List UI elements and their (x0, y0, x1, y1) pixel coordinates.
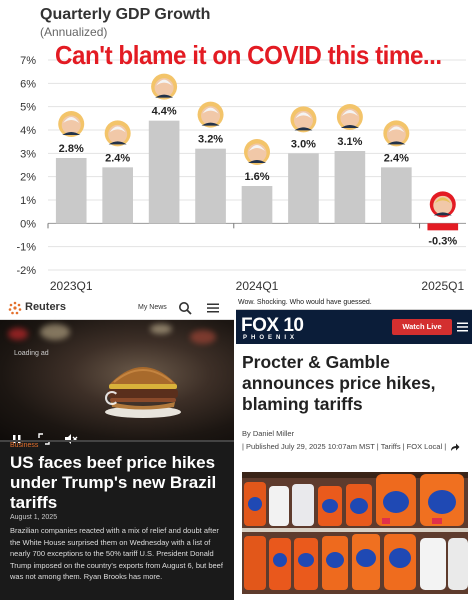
fox10-header: FOX 10 PHOENIX Watch Live (236, 310, 472, 344)
data-label: 4.4% (152, 106, 177, 118)
y-tick-label: -1% (16, 242, 36, 254)
trump-face-icon (429, 191, 456, 218)
tide-bottles-image (242, 472, 468, 594)
x-tick-label: 2025Q1 (421, 279, 464, 293)
biden-face-icon (290, 106, 317, 133)
bar (55, 158, 87, 224)
biden-face-icon (197, 101, 224, 128)
loading-ad-text: Loading ad (14, 350, 49, 357)
biden-face-icon (244, 139, 270, 165)
data-label: 1.6% (244, 171, 269, 183)
biden-face-icon (104, 120, 131, 147)
reuters-article-panel: Reuters My News Loading ad (0, 296, 234, 600)
y-tick-label: -2% (16, 265, 36, 277)
reuters-logo-text[interactable]: Reuters (25, 301, 66, 313)
bar (195, 148, 226, 224)
chart-subtitle: (Annualized) (40, 25, 108, 39)
video-player[interactable]: Loading ad (0, 320, 234, 445)
y-tick-label: 1% (20, 195, 36, 207)
data-label: 3.0% (291, 138, 316, 150)
y-tick-label: 3% (20, 148, 36, 160)
y-tick-label: 7% (20, 55, 36, 67)
y-tick-label: 4% (20, 125, 36, 137)
data-label: 3.2% (198, 134, 223, 146)
x-tick-label: 2023Q1 (50, 279, 93, 293)
bar (102, 167, 133, 224)
bar (148, 120, 180, 224)
bokeh-light (8, 328, 28, 340)
bokeh-light (150, 324, 172, 334)
data-label: 2.4% (384, 152, 409, 164)
chart-title: Quarterly GDP Growth (40, 6, 211, 23)
article-headline[interactable]: Procter & Gamble announces price hikes, … (242, 352, 436, 414)
article-date: August 1, 2025 (10, 514, 58, 521)
x-tick-label: 2024Q1 (236, 279, 279, 293)
mute-icon[interactable] (64, 433, 78, 445)
bokeh-light (190, 330, 216, 344)
bar (427, 223, 459, 231)
biden-face-icon (58, 111, 85, 137)
article-published-info: | Published July 29, 2025 10:07am MST | … (242, 441, 468, 453)
y-tick-label: 5% (20, 102, 36, 114)
fullscreen-icon[interactable] (38, 433, 50, 445)
y-tick-label: 2% (20, 172, 36, 184)
hamburger-menu-icon[interactable] (207, 302, 219, 314)
data-label: 2.4% (105, 152, 130, 164)
hamburger-menu-icon[interactable] (457, 322, 468, 332)
data-label: 3.1% (337, 136, 362, 148)
y-tick-label: 0% (20, 218, 36, 230)
data-label: 2.8% (59, 143, 84, 155)
reuters-header: Reuters My News (0, 296, 234, 320)
reuters-logo-icon (8, 301, 22, 315)
bar (381, 167, 412, 224)
article-category[interactable]: Business (10, 442, 39, 449)
bar (241, 186, 273, 224)
pause-icon[interactable] (12, 433, 22, 445)
share-arrow-icon[interactable] (450, 443, 460, 452)
article-summary: Brazilian companies reacted with a mix o… (10, 526, 223, 582)
bar (334, 151, 366, 224)
post-comment: Wow. Shocking. Who would have guessed. (236, 296, 472, 310)
data-label: -0.3% (428, 235, 457, 247)
gdp-bar-chart: -2% -1% 0% 1% 2% 3% 4% 5% 6% 7% 2.8% 2.4% 4.4% 3.2% 1.… (16, 55, 466, 293)
article-headline[interactable]: US faces beef price hikes under Trump's … (10, 453, 217, 512)
biden-face-icon (151, 73, 178, 100)
fox10-logo[interactable]: FOX 10 (241, 315, 304, 336)
biden-face-icon (383, 120, 410, 147)
bar (288, 153, 319, 224)
bokeh-light (40, 324, 70, 340)
article-byline[interactable]: By Daniel Miller (242, 429, 295, 438)
fox10-logo-subtitle: PHOENIX (243, 335, 299, 341)
watch-live-button[interactable]: Watch Live (392, 319, 452, 335)
search-icon[interactable] (178, 301, 192, 315)
biden-face-icon (336, 104, 363, 130)
burger-image (105, 367, 181, 418)
detergent-shelf-photo (242, 472, 468, 594)
my-news-link[interactable]: My News (138, 304, 167, 311)
chart-caption: Can't blame it on COVID this time... (55, 40, 442, 70)
video-progress-bar[interactable] (0, 440, 234, 442)
gdp-chart-panel: -2% -1% 0% 1% 2% 3% 4% 5% 6% 7% 2.8% 2.4% 4.4% 3.2% 1.… (0, 0, 472, 296)
fox10-article-panel: Wow. Shocking. Who would have guessed. F… (236, 296, 472, 600)
y-tick-label: 6% (20, 78, 36, 90)
published-text: | Published July 29, 2025 10:07am MST | … (242, 442, 447, 451)
loading-spinner-icon (105, 391, 119, 405)
